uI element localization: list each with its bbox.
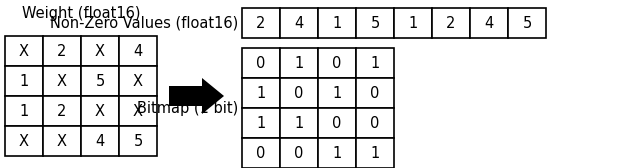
Text: 1: 1 bbox=[332, 15, 342, 31]
Text: 2: 2 bbox=[58, 44, 67, 58]
Polygon shape bbox=[169, 78, 224, 114]
Text: 0: 0 bbox=[256, 145, 266, 160]
Text: 1: 1 bbox=[257, 116, 266, 131]
Bar bbox=[280, 48, 318, 78]
Bar bbox=[119, 96, 157, 126]
Bar bbox=[318, 138, 356, 168]
Text: 5: 5 bbox=[95, 74, 104, 89]
Bar bbox=[119, 36, 157, 66]
Bar bbox=[5, 36, 43, 66]
Text: 2: 2 bbox=[58, 103, 67, 118]
Bar bbox=[280, 78, 318, 108]
Text: X: X bbox=[133, 74, 143, 89]
Text: 2: 2 bbox=[256, 15, 266, 31]
Bar bbox=[43, 96, 81, 126]
Bar bbox=[318, 48, 356, 78]
Text: Bitmap (1 bit): Bitmap (1 bit) bbox=[137, 100, 238, 116]
Text: 0: 0 bbox=[332, 55, 342, 71]
Bar bbox=[280, 108, 318, 138]
Bar bbox=[5, 96, 43, 126]
Bar bbox=[356, 8, 394, 38]
Bar bbox=[5, 126, 43, 156]
Text: 0: 0 bbox=[294, 86, 304, 100]
Text: 1: 1 bbox=[19, 74, 29, 89]
Text: 0: 0 bbox=[371, 116, 380, 131]
Text: 0: 0 bbox=[332, 116, 342, 131]
Text: 1: 1 bbox=[19, 103, 29, 118]
Text: 4: 4 bbox=[95, 134, 104, 149]
Bar bbox=[242, 8, 280, 38]
Text: 5: 5 bbox=[522, 15, 532, 31]
Bar bbox=[470, 8, 508, 38]
Bar bbox=[508, 8, 546, 38]
Text: 1: 1 bbox=[371, 145, 380, 160]
Bar bbox=[432, 8, 470, 38]
Bar bbox=[242, 138, 280, 168]
Text: 5: 5 bbox=[371, 15, 380, 31]
Text: 1: 1 bbox=[408, 15, 418, 31]
Bar bbox=[356, 138, 394, 168]
Text: X: X bbox=[95, 103, 105, 118]
Text: Weight (float16): Weight (float16) bbox=[22, 6, 140, 21]
Bar bbox=[119, 66, 157, 96]
Text: X: X bbox=[133, 103, 143, 118]
Bar bbox=[242, 108, 280, 138]
Text: 2: 2 bbox=[446, 15, 456, 31]
Bar bbox=[394, 8, 432, 38]
Text: X: X bbox=[19, 134, 29, 149]
Text: 1: 1 bbox=[371, 55, 380, 71]
Text: 4: 4 bbox=[484, 15, 493, 31]
Bar bbox=[318, 8, 356, 38]
Text: X: X bbox=[57, 74, 67, 89]
Bar bbox=[356, 108, 394, 138]
Text: 4: 4 bbox=[294, 15, 303, 31]
Text: 0: 0 bbox=[371, 86, 380, 100]
Text: 0: 0 bbox=[294, 145, 304, 160]
Bar bbox=[356, 48, 394, 78]
Bar bbox=[318, 78, 356, 108]
Bar bbox=[242, 78, 280, 108]
Text: 4: 4 bbox=[133, 44, 143, 58]
Text: 5: 5 bbox=[133, 134, 143, 149]
Bar bbox=[280, 8, 318, 38]
Text: 1: 1 bbox=[332, 145, 342, 160]
Bar bbox=[81, 36, 119, 66]
Bar bbox=[81, 126, 119, 156]
Text: 1: 1 bbox=[332, 86, 342, 100]
Bar bbox=[5, 66, 43, 96]
Bar bbox=[242, 48, 280, 78]
Text: 1: 1 bbox=[294, 116, 303, 131]
Bar bbox=[81, 66, 119, 96]
Bar bbox=[81, 96, 119, 126]
Bar bbox=[43, 66, 81, 96]
Bar bbox=[119, 126, 157, 156]
Text: 0: 0 bbox=[256, 55, 266, 71]
Bar bbox=[280, 138, 318, 168]
Text: Non-Zero Values (float16): Non-Zero Values (float16) bbox=[50, 15, 238, 31]
Text: 1: 1 bbox=[257, 86, 266, 100]
Text: 1: 1 bbox=[294, 55, 303, 71]
Text: X: X bbox=[19, 44, 29, 58]
Bar bbox=[356, 78, 394, 108]
Text: X: X bbox=[95, 44, 105, 58]
Bar bbox=[43, 126, 81, 156]
Bar bbox=[43, 36, 81, 66]
Bar bbox=[318, 108, 356, 138]
Text: X: X bbox=[57, 134, 67, 149]
